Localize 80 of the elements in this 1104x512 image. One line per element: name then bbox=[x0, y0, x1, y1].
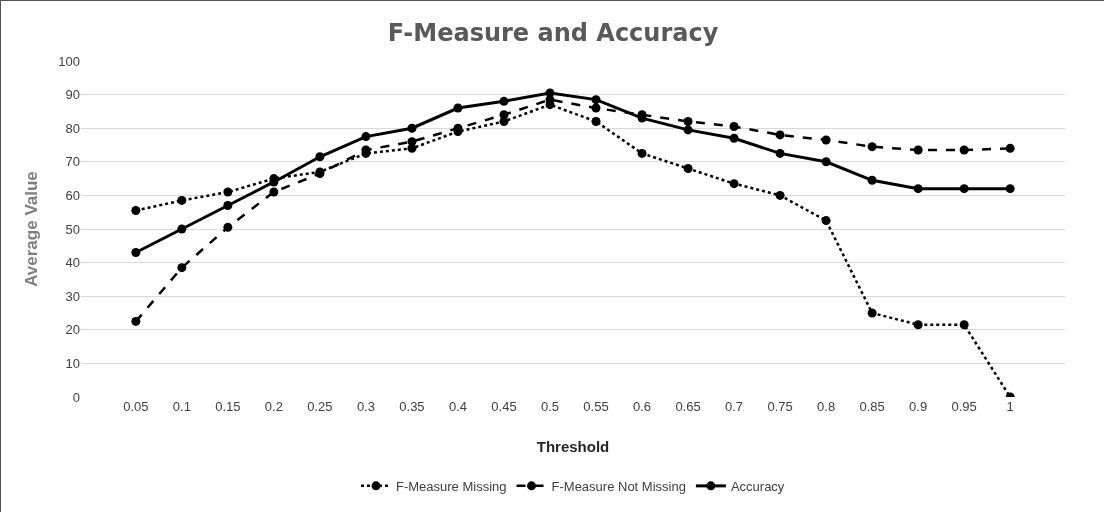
x-tick-label: 0.1 bbox=[172, 399, 191, 414]
point bbox=[775, 148, 785, 158]
point bbox=[821, 157, 831, 167]
legend-label: F-Measure Not Missing bbox=[551, 478, 686, 494]
point bbox=[683, 125, 693, 135]
y-tick-label: 10 bbox=[65, 355, 80, 371]
point bbox=[591, 116, 601, 126]
point bbox=[1005, 143, 1015, 153]
point bbox=[821, 216, 831, 226]
legend-label: Accuracy bbox=[730, 478, 785, 494]
point bbox=[637, 148, 647, 158]
y-axis-title: Average Value bbox=[22, 171, 41, 287]
y-tick-label: 100 bbox=[58, 53, 80, 69]
y-tick-label: 50 bbox=[65, 221, 80, 237]
x-tick-label: 0.95 bbox=[951, 399, 977, 414]
y-tick-label: 20 bbox=[65, 322, 80, 338]
point bbox=[177, 224, 187, 234]
point bbox=[959, 145, 969, 155]
point bbox=[683, 164, 693, 174]
point bbox=[683, 116, 693, 126]
y-tick-label: 0 bbox=[72, 389, 80, 405]
point bbox=[775, 190, 785, 200]
x-tick-label: 1 bbox=[1006, 399, 1014, 414]
y-tick-label: 60 bbox=[65, 187, 80, 203]
y-tick-label: 40 bbox=[65, 255, 80, 271]
point bbox=[913, 320, 923, 330]
x-tick-label: 0.7 bbox=[725, 399, 744, 414]
y-tick-label: 80 bbox=[65, 120, 80, 136]
point bbox=[177, 263, 187, 273]
chart-title: F-Measure and Accuracy bbox=[387, 18, 719, 47]
x-tick-label: 0.6 bbox=[632, 399, 652, 414]
point bbox=[131, 248, 141, 258]
point bbox=[407, 123, 417, 133]
x-axis-title: Threshold bbox=[536, 438, 610, 455]
point bbox=[361, 132, 371, 142]
point bbox=[775, 130, 785, 140]
point bbox=[223, 200, 233, 210]
point bbox=[131, 206, 141, 216]
point bbox=[453, 103, 463, 113]
x-tick-label: 0.25 bbox=[307, 399, 333, 414]
x-tick-label: 0.3 bbox=[356, 399, 375, 414]
x-tick-label: 0.4 bbox=[448, 399, 467, 414]
point bbox=[1005, 184, 1015, 194]
point bbox=[729, 179, 739, 189]
x-tick-label: 0.2 bbox=[264, 399, 283, 414]
point bbox=[821, 135, 831, 145]
point bbox=[913, 145, 923, 155]
x-tick-label: 0.45 bbox=[491, 399, 517, 414]
point bbox=[959, 320, 969, 330]
x-tick-label: 0.5 bbox=[540, 399, 560, 414]
point bbox=[315, 152, 325, 162]
point bbox=[867, 142, 877, 152]
x-tick-label: 0.8 bbox=[817, 399, 836, 414]
point bbox=[223, 222, 233, 232]
y-tick-label: 70 bbox=[65, 154, 80, 170]
x-tick-label: 0.35 bbox=[399, 399, 425, 414]
legend-label: F-Measure Missing bbox=[396, 478, 507, 494]
y-tick-label: 90 bbox=[65, 87, 80, 103]
point bbox=[269, 187, 279, 197]
x-tick-label: 0.55 bbox=[583, 399, 609, 414]
point bbox=[131, 316, 141, 326]
point bbox=[223, 187, 233, 197]
x-tick-label: 0.9 bbox=[909, 399, 928, 414]
x-tick-label: 0.15 bbox=[215, 399, 241, 414]
point bbox=[913, 184, 923, 194]
point bbox=[545, 88, 555, 98]
point bbox=[729, 133, 739, 143]
point bbox=[867, 175, 877, 185]
point bbox=[867, 308, 877, 318]
point bbox=[729, 122, 739, 132]
point bbox=[591, 103, 601, 113]
x-tick-label: 0.65 bbox=[675, 399, 701, 414]
x-tick-label: 0.05 bbox=[123, 399, 149, 414]
point bbox=[177, 195, 187, 205]
point bbox=[591, 95, 601, 105]
x-tick-label: 0.75 bbox=[767, 399, 793, 414]
x-tick-label: 0.85 bbox=[859, 399, 885, 414]
point bbox=[959, 184, 969, 194]
point bbox=[499, 96, 509, 106]
y-tick-label: 30 bbox=[65, 288, 80, 304]
